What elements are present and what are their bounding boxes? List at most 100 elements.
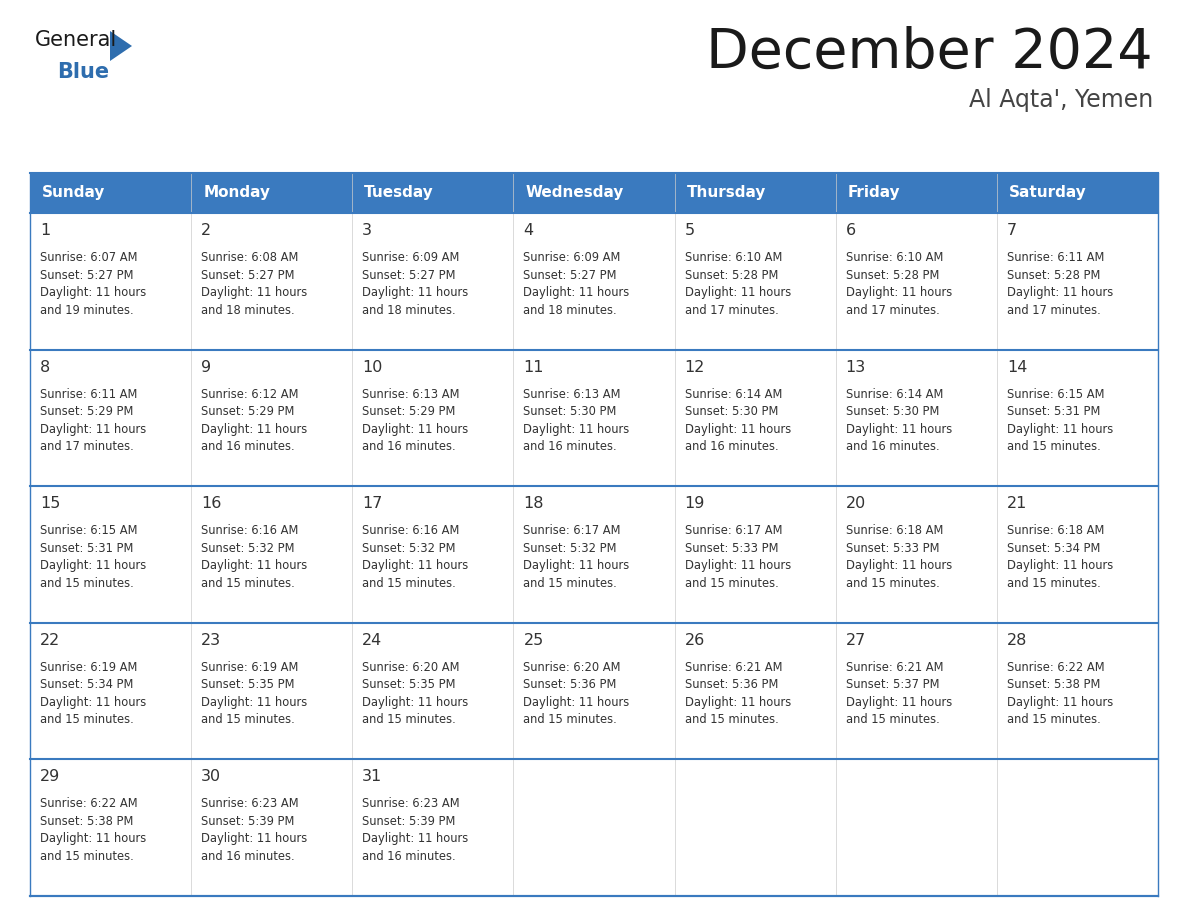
Text: and 15 minutes.: and 15 minutes. — [1007, 713, 1100, 726]
Bar — [513, 350, 675, 487]
Bar — [191, 213, 353, 350]
Text: Monday: Monday — [203, 185, 270, 200]
Bar — [835, 487, 997, 622]
Text: Daylight: 11 hours: Daylight: 11 hours — [684, 559, 791, 572]
Text: Sunset: 5:28 PM: Sunset: 5:28 PM — [846, 268, 939, 282]
Text: 19: 19 — [684, 497, 704, 511]
Text: Friday: Friday — [848, 185, 901, 200]
Text: 5: 5 — [684, 223, 695, 238]
Bar — [30, 759, 191, 896]
Text: Sunrise: 6:14 AM: Sunrise: 6:14 AM — [846, 387, 943, 400]
Text: Sunset: 5:32 PM: Sunset: 5:32 PM — [362, 542, 456, 554]
Text: Sunrise: 6:13 AM: Sunrise: 6:13 AM — [524, 387, 621, 400]
Text: 24: 24 — [362, 633, 383, 648]
Bar — [191, 173, 353, 213]
Text: 13: 13 — [846, 360, 866, 375]
Text: Sunset: 5:32 PM: Sunset: 5:32 PM — [524, 542, 617, 554]
Text: and 16 minutes.: and 16 minutes. — [201, 440, 295, 453]
Text: Sunset: 5:39 PM: Sunset: 5:39 PM — [362, 815, 456, 828]
Text: Daylight: 11 hours: Daylight: 11 hours — [362, 833, 468, 845]
Text: and 17 minutes.: and 17 minutes. — [1007, 304, 1100, 317]
Text: and 15 minutes.: and 15 minutes. — [201, 577, 295, 589]
Text: Daylight: 11 hours: Daylight: 11 hours — [1007, 422, 1113, 436]
Text: and 18 minutes.: and 18 minutes. — [362, 304, 456, 317]
Text: Daylight: 11 hours: Daylight: 11 hours — [684, 696, 791, 709]
Bar — [675, 173, 835, 213]
Text: Sunrise: 6:11 AM: Sunrise: 6:11 AM — [40, 387, 138, 400]
Text: Sunset: 5:34 PM: Sunset: 5:34 PM — [1007, 542, 1100, 554]
Bar — [30, 213, 191, 350]
Text: Daylight: 11 hours: Daylight: 11 hours — [1007, 696, 1113, 709]
Text: Daylight: 11 hours: Daylight: 11 hours — [40, 833, 146, 845]
Bar — [675, 759, 835, 896]
Polygon shape — [110, 31, 132, 61]
Text: Sunset: 5:28 PM: Sunset: 5:28 PM — [684, 268, 778, 282]
Bar — [513, 622, 675, 759]
Text: Daylight: 11 hours: Daylight: 11 hours — [201, 559, 308, 572]
Text: 28: 28 — [1007, 633, 1028, 648]
Text: and 15 minutes.: and 15 minutes. — [524, 713, 618, 726]
Text: and 15 minutes.: and 15 minutes. — [40, 577, 134, 589]
Text: Sunrise: 6:20 AM: Sunrise: 6:20 AM — [362, 661, 460, 674]
Text: Sunset: 5:29 PM: Sunset: 5:29 PM — [362, 405, 456, 418]
Text: 9: 9 — [201, 360, 211, 375]
Text: and 15 minutes.: and 15 minutes. — [362, 577, 456, 589]
Text: Daylight: 11 hours: Daylight: 11 hours — [362, 696, 468, 709]
Text: Saturday: Saturday — [1009, 185, 1087, 200]
Text: Daylight: 11 hours: Daylight: 11 hours — [846, 286, 952, 299]
Bar — [835, 213, 997, 350]
Text: Sunset: 5:34 PM: Sunset: 5:34 PM — [40, 678, 133, 691]
Text: 31: 31 — [362, 769, 383, 784]
Bar — [675, 622, 835, 759]
Text: December 2024: December 2024 — [707, 26, 1154, 80]
Text: Daylight: 11 hours: Daylight: 11 hours — [201, 833, 308, 845]
Bar — [675, 487, 835, 622]
Text: Daylight: 11 hours: Daylight: 11 hours — [362, 422, 468, 436]
Bar — [513, 213, 675, 350]
Text: and 15 minutes.: and 15 minutes. — [40, 850, 134, 863]
Bar — [513, 759, 675, 896]
Text: 8: 8 — [40, 360, 50, 375]
Text: Sunday: Sunday — [42, 185, 106, 200]
Text: Sunrise: 6:19 AM: Sunrise: 6:19 AM — [201, 661, 298, 674]
Text: Sunset: 5:37 PM: Sunset: 5:37 PM — [846, 678, 940, 691]
Bar — [30, 350, 191, 487]
Bar — [30, 622, 191, 759]
Text: Sunrise: 6:19 AM: Sunrise: 6:19 AM — [40, 661, 138, 674]
Text: 12: 12 — [684, 360, 704, 375]
Text: Sunrise: 6:16 AM: Sunrise: 6:16 AM — [201, 524, 298, 537]
Bar — [30, 173, 191, 213]
Text: and 17 minutes.: and 17 minutes. — [846, 304, 940, 317]
Text: 7: 7 — [1007, 223, 1017, 238]
Text: Sunset: 5:38 PM: Sunset: 5:38 PM — [40, 815, 133, 828]
Text: Daylight: 11 hours: Daylight: 11 hours — [524, 286, 630, 299]
Text: Sunset: 5:27 PM: Sunset: 5:27 PM — [362, 268, 456, 282]
Bar — [997, 622, 1158, 759]
Text: and 15 minutes.: and 15 minutes. — [40, 713, 134, 726]
Text: Sunset: 5:32 PM: Sunset: 5:32 PM — [201, 542, 295, 554]
Bar — [191, 759, 353, 896]
Text: Daylight: 11 hours: Daylight: 11 hours — [40, 286, 146, 299]
Text: Thursday: Thursday — [687, 185, 766, 200]
Text: 3: 3 — [362, 223, 372, 238]
Text: and 16 minutes.: and 16 minutes. — [362, 850, 456, 863]
Text: Sunset: 5:36 PM: Sunset: 5:36 PM — [684, 678, 778, 691]
Text: Sunrise: 6:21 AM: Sunrise: 6:21 AM — [846, 661, 943, 674]
Text: and 15 minutes.: and 15 minutes. — [1007, 440, 1100, 453]
Text: Sunset: 5:33 PM: Sunset: 5:33 PM — [684, 542, 778, 554]
Text: Daylight: 11 hours: Daylight: 11 hours — [201, 286, 308, 299]
Text: Sunrise: 6:21 AM: Sunrise: 6:21 AM — [684, 661, 782, 674]
Text: and 15 minutes.: and 15 minutes. — [846, 577, 940, 589]
Text: Blue: Blue — [57, 62, 109, 82]
Text: 16: 16 — [201, 497, 221, 511]
Text: Daylight: 11 hours: Daylight: 11 hours — [846, 696, 952, 709]
Text: Sunrise: 6:18 AM: Sunrise: 6:18 AM — [1007, 524, 1104, 537]
Text: Sunset: 5:30 PM: Sunset: 5:30 PM — [524, 405, 617, 418]
Text: Daylight: 11 hours: Daylight: 11 hours — [201, 422, 308, 436]
Text: Daylight: 11 hours: Daylight: 11 hours — [846, 422, 952, 436]
Bar — [513, 173, 675, 213]
Text: Sunset: 5:30 PM: Sunset: 5:30 PM — [846, 405, 939, 418]
Text: Wednesday: Wednesday — [525, 185, 624, 200]
Text: Sunrise: 6:09 AM: Sunrise: 6:09 AM — [362, 251, 460, 264]
Bar — [513, 487, 675, 622]
